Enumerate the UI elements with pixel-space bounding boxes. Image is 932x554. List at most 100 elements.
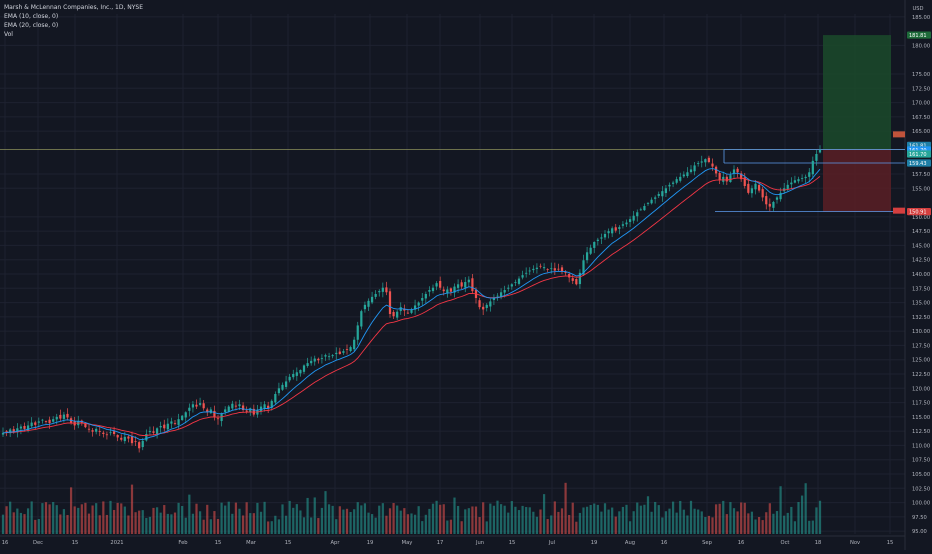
candle-body: [646, 203, 650, 204]
volume-bar: [320, 507, 324, 534]
y-tick-label: 157.50: [912, 172, 930, 178]
volume-bar: [643, 504, 646, 534]
candle-body: [625, 222, 628, 225]
candle-body: [327, 356, 331, 358]
volume-bar: [542, 494, 546, 534]
volume-bar: [492, 505, 496, 534]
ema10-legend[interactable]: EMA (10, close, 0): [4, 13, 59, 20]
volume-bar: [159, 512, 162, 534]
candle-body: [184, 412, 187, 418]
candle-body: [632, 215, 635, 221]
volume-bar: [765, 512, 768, 534]
symbol-title[interactable]: Marsh & McLennan Companies, Inc., 1D, NY…: [4, 4, 144, 11]
y-tick-label: 132.50: [912, 315, 930, 321]
candle-body: [410, 309, 413, 313]
x-tick-label: 15: [215, 540, 222, 546]
x-tick-label: Oct: [781, 540, 790, 546]
candle-body: [482, 306, 485, 310]
volume-bar: [639, 505, 642, 534]
candle-body: [693, 165, 696, 172]
target-zone: [823, 35, 891, 150]
candle-body: [367, 300, 370, 307]
volume-bar: [59, 514, 62, 534]
volume-legend[interactable]: Vol: [4, 31, 13, 38]
candle-body: [428, 290, 431, 292]
candle-body: [66, 413, 69, 418]
volume-bar: [388, 508, 392, 534]
volume-bar: [385, 515, 388, 534]
volume-bar: [338, 506, 341, 534]
x-tick-label: 16: [2, 540, 9, 546]
volume-bar: [299, 510, 302, 534]
volume-bar: [456, 505, 460, 534]
candle-body: [206, 409, 209, 413]
volume-bar: [467, 508, 470, 534]
volume-bar: [381, 503, 384, 534]
candle-body: [485, 304, 488, 308]
price-label-ema20: 159.43: [909, 161, 927, 167]
candle-body: [195, 404, 198, 407]
candle-body: [48, 419, 51, 424]
candle-body: [707, 157, 711, 162]
candle-body: [26, 425, 30, 431]
volume-bar: [392, 503, 395, 534]
candle-body: [671, 182, 675, 184]
volume-bar: [557, 511, 560, 534]
currency-label[interactable]: USD: [912, 6, 923, 12]
x-tick-label: May: [402, 540, 413, 546]
volume-bar: [331, 505, 334, 534]
volume-bar: [790, 506, 793, 534]
volume-bar: [525, 507, 528, 534]
y-tick-label: 105.00: [912, 472, 930, 478]
candle-body: [714, 166, 718, 174]
volume-bar: [209, 519, 212, 534]
volume-bar: [345, 508, 349, 534]
candle-body: [52, 419, 55, 422]
volume-bar: [700, 511, 703, 534]
candle-body: [84, 422, 87, 428]
volume-bar: [188, 494, 191, 534]
candle-body: [378, 291, 381, 293]
candle-body: [335, 352, 338, 355]
x-tick-label: 15: [72, 540, 79, 546]
volume-bar: [241, 515, 245, 534]
ema20-line: [2, 176, 821, 436]
volume-bar: [668, 508, 671, 534]
candle-body: [668, 184, 671, 187]
volume-bar: [173, 512, 177, 534]
candle-body: [37, 421, 40, 423]
volume-bar: [356, 502, 359, 534]
candle-body: [177, 419, 180, 425]
volume-bar: [277, 519, 281, 534]
y-tick-label: 180.00: [912, 43, 930, 49]
candle-body: [600, 237, 603, 239]
candle-body: [385, 287, 388, 293]
volume-bar: [44, 502, 48, 534]
candle-body: [793, 180, 797, 183]
candle-body: [245, 410, 248, 412]
candle-body: [249, 408, 252, 413]
candle-body: [808, 172, 811, 177]
candle-body: [492, 298, 496, 301]
candle-body: [59, 414, 62, 419]
price-label-badge: [907, 31, 931, 39]
volume-bar: [657, 505, 660, 534]
volume-bar: [671, 501, 675, 534]
candle-body: [489, 301, 492, 307]
candle-body: [618, 227, 621, 229]
y-tick-label: 137.50: [912, 286, 930, 292]
volume-bar: [682, 509, 685, 534]
price-label-badge: [907, 208, 931, 216]
ema20-legend[interactable]: EMA (20, close, 0): [4, 22, 59, 29]
volume-bar: [808, 520, 811, 534]
candle-body: [166, 423, 169, 430]
volume-bar: [127, 515, 130, 534]
y-tick-label: 95.00: [912, 529, 927, 535]
volume-bar: [704, 516, 707, 534]
candle-body: [116, 434, 119, 438]
candle-body: [406, 312, 410, 314]
candle-body: [263, 404, 266, 409]
volume-bar: [202, 519, 205, 534]
